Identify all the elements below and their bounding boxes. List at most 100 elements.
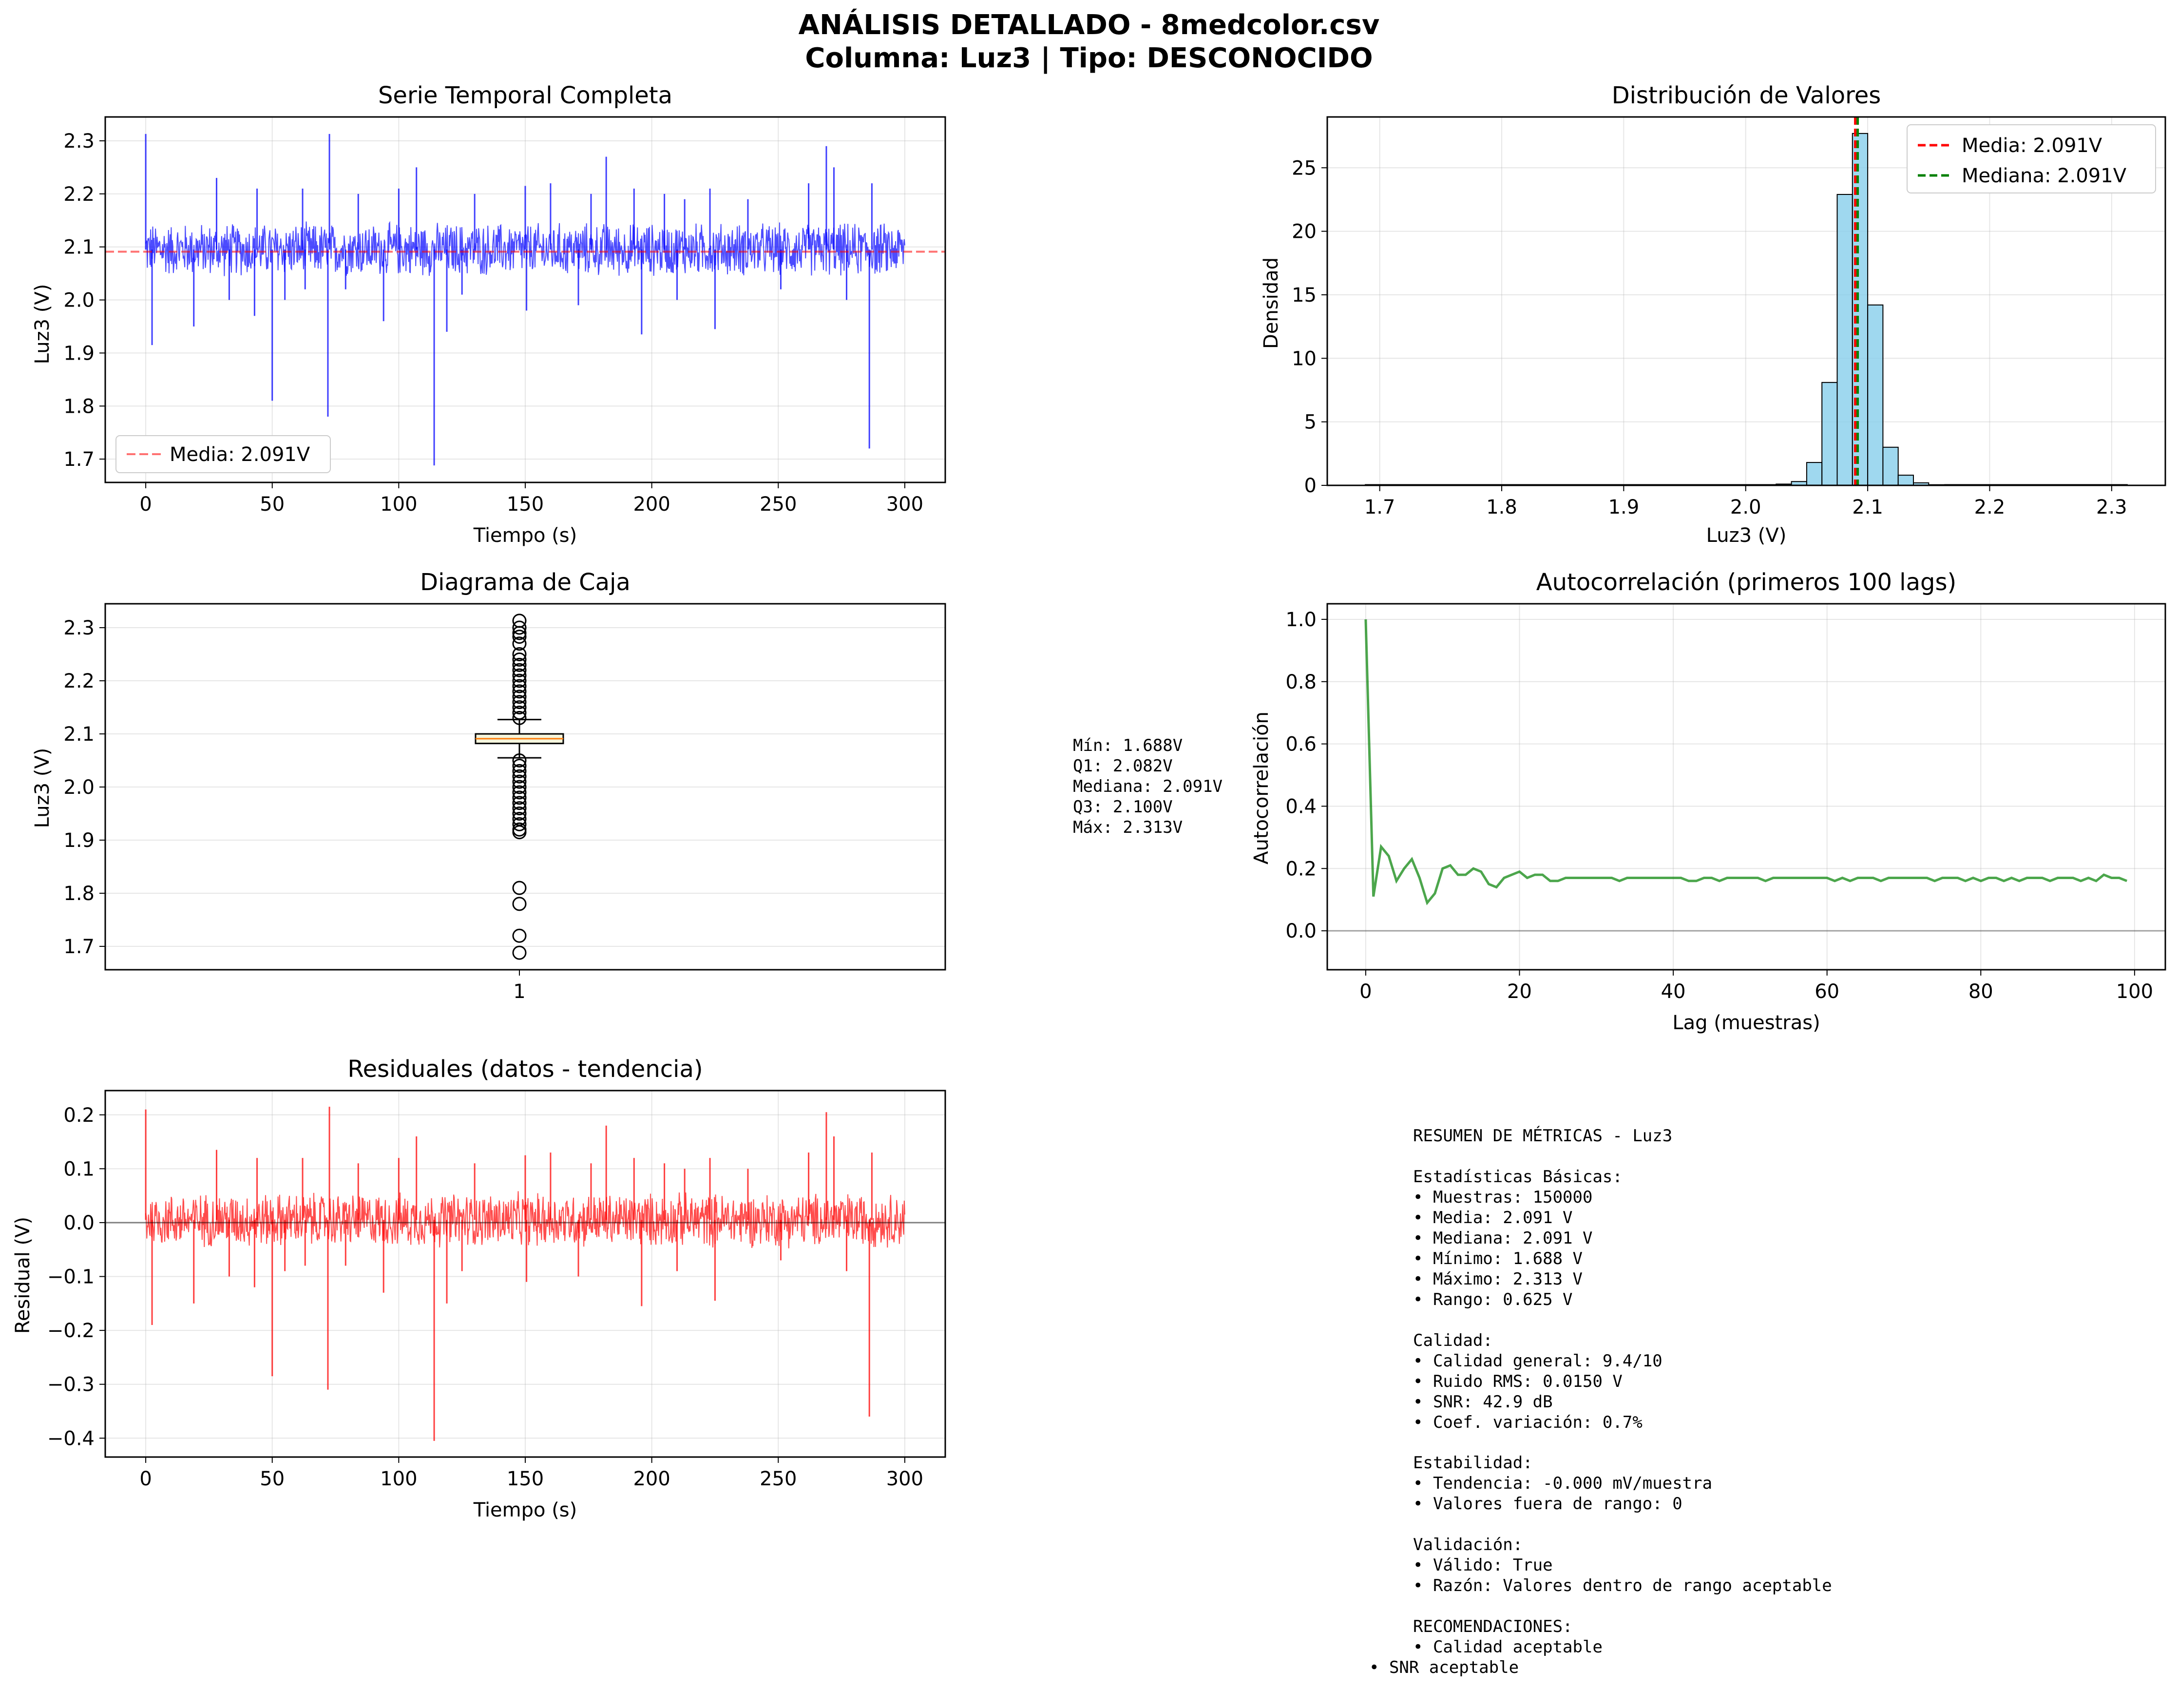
- histogram-y-tick-label: 10: [1292, 347, 1317, 370]
- summary-line: Calidad:: [1413, 1331, 1493, 1350]
- boxplot-outlier: [512, 657, 527, 672]
- legend-label: Media: 2.091V: [1962, 134, 2102, 157]
- boxplot-outlier: [512, 881, 527, 895]
- summary-line: • SNR aceptable: [1369, 1658, 1519, 1677]
- time-series-y-tick-label: 1.8: [63, 395, 95, 418]
- summary-line: • Calidad aceptable: [1413, 1637, 1603, 1657]
- boxplot-outlier: [512, 710, 527, 725]
- boxplot-outlier: [512, 769, 527, 784]
- summary-line: Validación:: [1413, 1535, 1523, 1554]
- time-series-x-tick-label: 300: [886, 493, 923, 516]
- histogram-legend: Media: 2.091V Mediana: 2.091V: [1907, 124, 2156, 193]
- time-series-x-tick-label: 150: [507, 493, 544, 516]
- autocorrelation-xlabel: Lag (muestras): [1672, 1012, 1820, 1034]
- residuals-axes-frame: [104, 1090, 946, 1458]
- histogram-y-tick-label: 20: [1292, 221, 1317, 243]
- summary-line: • Ruido RMS: 0.0150 V: [1413, 1372, 1623, 1391]
- histogram-bar: [1867, 304, 1884, 486]
- time-series-y-tick-label: 2.0: [63, 289, 95, 312]
- histogram-y-tick-label: 25: [1292, 157, 1317, 179]
- boxplot-y-tick-label: 2.1: [63, 723, 95, 746]
- boxplot-outlier: [512, 636, 527, 651]
- summary-line: Estabilidad:: [1413, 1453, 1533, 1473]
- histogram-xlabel: Luz3 (V): [1706, 524, 1787, 547]
- boxplot-y-tick-label: 2.2: [63, 670, 95, 692]
- stat-median: Mediana: 2.091V: [1073, 777, 1223, 796]
- summary-line: • Mínimo: 1.688 V: [1413, 1249, 1583, 1268]
- residuals-line: [145, 1191, 905, 1248]
- histogram-panel: Distribución de Valores Luz3 (V) Densida…: [1260, 82, 2166, 547]
- boxplot-outlier: [512, 897, 527, 911]
- time-series-ylabel: Luz3 (V): [31, 284, 54, 365]
- summary-line: Estadísticas Básicas:: [1413, 1167, 1623, 1187]
- time-series-y-tick-label: 1.7: [63, 448, 95, 471]
- autocorrelation-y-tick-label: 0.0: [1285, 920, 1317, 942]
- residuals-x-tick-label: 0: [139, 1468, 152, 1490]
- autocorrelation-x-tick-label: 40: [1661, 980, 1686, 1003]
- summary-line: • Razón: Valores dentro de rango aceptab…: [1413, 1576, 1832, 1595]
- time-series-x-tick-label: 200: [633, 493, 670, 516]
- histogram-x-tick-label: 1.7: [1364, 496, 1395, 518]
- boxplot-ylabel: Luz3 (V): [31, 748, 54, 828]
- boxplot-outlier: [512, 626, 527, 640]
- boxplot-panel: Diagrama de Caja Luz3 (V) 1.7 1.8 1.9 2.0 2.…: [31, 569, 946, 1003]
- boxplot-outlier: [512, 764, 527, 778]
- residuals-y-tick-label: 0.2: [63, 1104, 95, 1127]
- time-series-title: Serie Temporal Completa: [378, 82, 672, 109]
- residuals-x-tick-label: 100: [380, 1468, 417, 1490]
- histogram-bar: [1821, 382, 1838, 486]
- time-series-y-tick-label: 2.3: [63, 130, 95, 153]
- residuals-x-tick-label: 50: [260, 1468, 285, 1490]
- metrics-summary: RESUMEN DE MÉTRICAS - Luz3 Estadísticas …: [1369, 1126, 1832, 1677]
- residuals-ylabel: Residual (V): [12, 1217, 34, 1334]
- boxplot-outlier: [512, 684, 527, 699]
- summary-line: • Válido: True: [1413, 1555, 1553, 1575]
- histogram-y-tick-label: 0: [1304, 475, 1317, 497]
- autocorrelation-y-tick-label: 0.6: [1285, 733, 1317, 756]
- summary-line: • SNR: 42.9 dB: [1413, 1392, 1553, 1412]
- boxplot-outlier: [512, 817, 527, 831]
- boxplot-outlier: [512, 647, 527, 662]
- autocorrelation-x-tick-label: 20: [1507, 980, 1532, 1003]
- time-series-xlabel: Tiempo (s): [473, 524, 577, 547]
- boxplot-outlier: [512, 705, 527, 720]
- time-series-x-tick-label: 250: [760, 493, 797, 516]
- time-series-y-tick-label: 2.1: [63, 236, 95, 259]
- boxplot-outlier: [512, 945, 527, 960]
- boxplot-outlier: [512, 700, 527, 715]
- histogram-bar: [1806, 462, 1823, 486]
- autocorrelation-line: [1364, 619, 2128, 905]
- residuals-x-tick-label: 150: [507, 1468, 544, 1490]
- boxplot-outlier: [512, 825, 527, 840]
- boxplot-y-tick-label: 2.3: [63, 617, 95, 639]
- summary-line: • Máximo: 2.313 V: [1413, 1269, 1583, 1289]
- residuals-y-tick-label: −0.4: [47, 1427, 95, 1450]
- boxplot-outlier: [512, 774, 527, 789]
- boxplot-axes-frame: [104, 603, 946, 971]
- histogram-x-tick-label: 1.9: [1608, 496, 1640, 518]
- residuals-x-tick-label: 300: [886, 1468, 923, 1490]
- boxplot-y-tick-label: 1.9: [63, 829, 95, 852]
- boxplot-y-tick-label: 1.7: [63, 936, 95, 958]
- legend-box: [115, 435, 331, 473]
- histogram-y-tick-label: 15: [1292, 284, 1317, 307]
- residuals-y-tick-label: −0.3: [47, 1374, 95, 1396]
- autocorrelation-x-tick-label: 100: [2116, 980, 2153, 1003]
- boxplot-outlier: [512, 785, 527, 800]
- summary-line: RESUMEN DE MÉTRICAS - Luz3: [1413, 1126, 1672, 1146]
- histogram-bar: [1836, 194, 1853, 486]
- time-series-panel: Serie Temporal Completa Tiempo (s) Luz3 …: [31, 82, 946, 547]
- boxplot-outlier: [512, 679, 527, 693]
- figure-title-line1: ANÁLISIS DETALLADO - 8medcolor.csv: [799, 9, 1380, 41]
- boxplot-outlier: [512, 753, 527, 768]
- histogram-x-tick-label: 2.0: [1730, 496, 1761, 518]
- residuals-xlabel: Tiempo (s): [473, 1499, 577, 1521]
- figure-title-line2: Columna: Luz3 | Tipo: DESCONOCIDO: [805, 42, 1373, 74]
- autocorrelation-panel: Autocorrelación (primeros 100 lags) Lag …: [1250, 569, 2166, 1034]
- residuals-title: Residuales (datos - tendencia): [347, 1056, 703, 1083]
- histogram-axes-frame: [1326, 116, 2166, 486]
- autocorrelation-axes-frame: [1326, 603, 2166, 971]
- time-series-x-tick-label: 50: [260, 493, 285, 516]
- histogram-bar: [1897, 475, 1914, 486]
